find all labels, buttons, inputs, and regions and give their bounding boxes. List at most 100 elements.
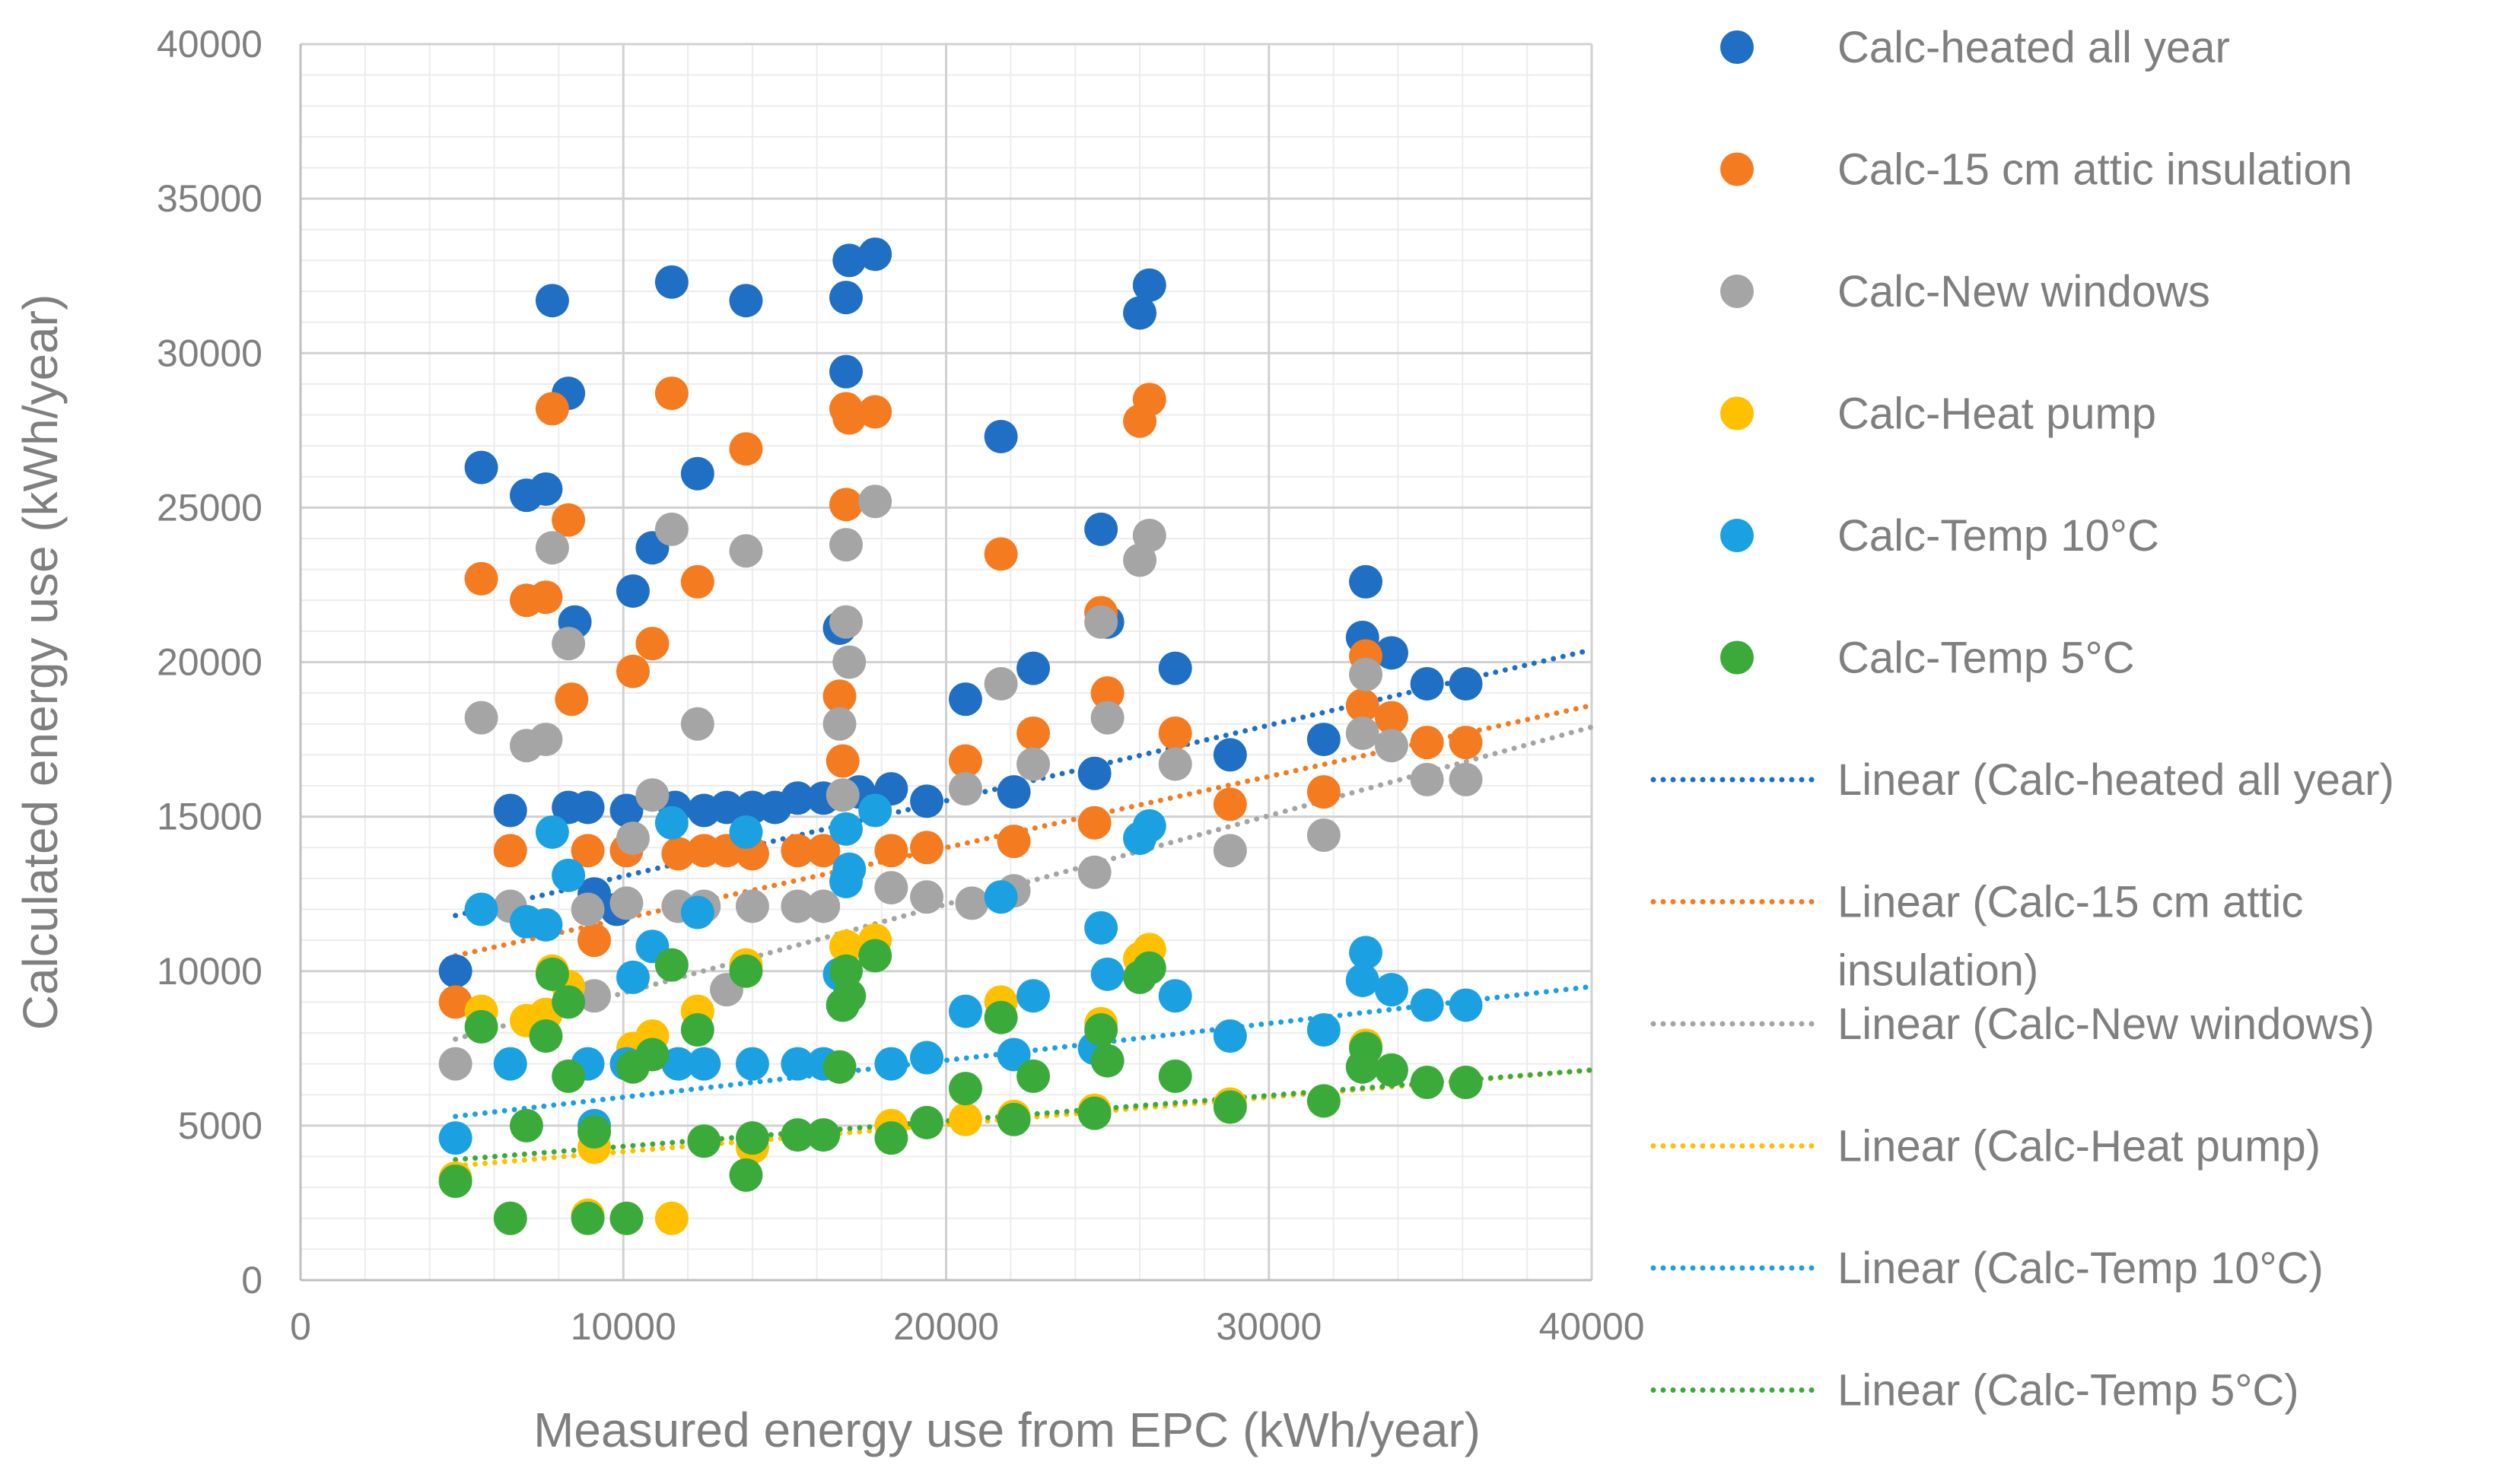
data-point xyxy=(729,432,763,466)
data-point xyxy=(552,627,586,661)
x-tick-label: 10000 xyxy=(571,1305,676,1348)
data-point xyxy=(806,1118,841,1152)
data-point xyxy=(1158,979,1192,1013)
data-point xyxy=(1306,1084,1341,1118)
data-point xyxy=(858,485,892,519)
data-point xyxy=(948,994,982,1028)
data-point xyxy=(464,450,498,485)
tick-labels: 0 10000 20000 30000 40000 0 5000 10000 15000 2000… xyxy=(157,23,1645,1348)
data-point xyxy=(1449,666,1483,701)
data-point xyxy=(493,1201,527,1235)
data-point xyxy=(832,243,867,278)
data-point xyxy=(635,1038,670,1072)
legend-label: Calc-New windows xyxy=(1837,267,2210,316)
data-point xyxy=(1158,651,1192,685)
x-tick-label: 0 xyxy=(290,1305,311,1348)
data-point xyxy=(1410,666,1444,701)
data-point xyxy=(1077,806,1112,840)
data-point xyxy=(1123,296,1157,330)
data-point xyxy=(535,531,569,565)
data-point xyxy=(661,1047,695,1081)
data-point xyxy=(735,1047,769,1081)
legend-label: Calc-Temp 10°C xyxy=(1837,511,2159,561)
data-point xyxy=(1016,1059,1051,1093)
data-point xyxy=(654,806,689,840)
data-point xyxy=(493,793,527,828)
data-point xyxy=(464,1009,498,1044)
data-point xyxy=(1374,636,1408,670)
y-tick-label: 25000 xyxy=(157,486,262,529)
data-point xyxy=(635,627,670,661)
legend-label: Calc-heated all year xyxy=(1837,23,2230,72)
data-point xyxy=(710,790,744,825)
data-point xyxy=(493,1047,527,1081)
data-point xyxy=(616,574,650,609)
data-point xyxy=(1213,738,1247,772)
data-point xyxy=(874,1121,908,1155)
x-tick-label: 30000 xyxy=(1216,1305,1322,1348)
data-point xyxy=(829,954,863,988)
x-tick-label: 40000 xyxy=(1538,1305,1644,1348)
data-point xyxy=(1090,701,1125,735)
data-point xyxy=(1349,1031,1383,1066)
data-point xyxy=(1090,957,1125,991)
data-point xyxy=(577,1115,612,1149)
data-point xyxy=(529,580,563,615)
legend-label: Calc-Heat pump xyxy=(1837,389,2156,439)
data-point xyxy=(555,682,589,717)
data-point xyxy=(822,679,857,713)
data-point xyxy=(984,880,1018,914)
data-point xyxy=(616,960,650,994)
data-point xyxy=(1449,726,1483,760)
data-point xyxy=(1084,512,1118,546)
data-point xyxy=(1449,1066,1483,1099)
legend-label: Linear (Calc-New windows) xyxy=(1837,999,2375,1049)
data-point xyxy=(571,834,605,868)
data-point xyxy=(1132,268,1166,302)
data-point xyxy=(635,778,670,812)
legend-label: Linear (Calc-Temp 5°C) xyxy=(1837,1366,2299,1416)
data-point xyxy=(948,1102,982,1136)
data-point xyxy=(577,923,612,958)
data-point xyxy=(535,957,569,991)
y-tick-label: 20000 xyxy=(157,641,262,684)
data-point xyxy=(806,834,841,868)
data-point xyxy=(1084,1012,1118,1047)
data-point xyxy=(1306,818,1341,852)
y-axis-title: Calculated energy use (kWh/year) xyxy=(13,294,68,1031)
data-point xyxy=(1077,756,1112,790)
data-point xyxy=(1349,564,1383,599)
data-points xyxy=(438,237,1483,1235)
data-point xyxy=(687,1124,721,1158)
y-tick-label: 30000 xyxy=(157,332,262,374)
data-point xyxy=(535,284,569,318)
data-point xyxy=(1158,716,1192,750)
data-point xyxy=(680,895,714,929)
y-tick-label: 5000 xyxy=(178,1104,262,1147)
y-tick-label: 35000 xyxy=(157,177,262,220)
data-point xyxy=(1090,676,1125,710)
legend-marker xyxy=(1720,275,1754,308)
data-point xyxy=(1306,1012,1341,1047)
data-point xyxy=(1374,701,1408,735)
axes xyxy=(299,44,1592,1282)
data-point xyxy=(1410,762,1444,796)
data-point xyxy=(1349,936,1383,970)
data-point xyxy=(781,1047,815,1081)
data-point xyxy=(464,701,498,735)
data-point xyxy=(829,812,863,846)
data-point xyxy=(529,907,563,942)
x-axis-title: Measured energy use from EPC (kWh/year) xyxy=(533,1403,1481,1457)
y-tick-label: 10000 xyxy=(157,950,262,993)
data-point xyxy=(1084,605,1118,639)
data-point xyxy=(829,605,863,639)
data-point xyxy=(781,834,815,868)
data-point xyxy=(874,1047,908,1081)
data-point xyxy=(806,889,841,923)
data-point xyxy=(1410,726,1444,760)
data-point xyxy=(910,784,944,818)
data-point xyxy=(509,1108,543,1142)
data-point xyxy=(1213,1019,1247,1053)
data-point xyxy=(552,503,586,537)
data-point xyxy=(529,472,563,506)
